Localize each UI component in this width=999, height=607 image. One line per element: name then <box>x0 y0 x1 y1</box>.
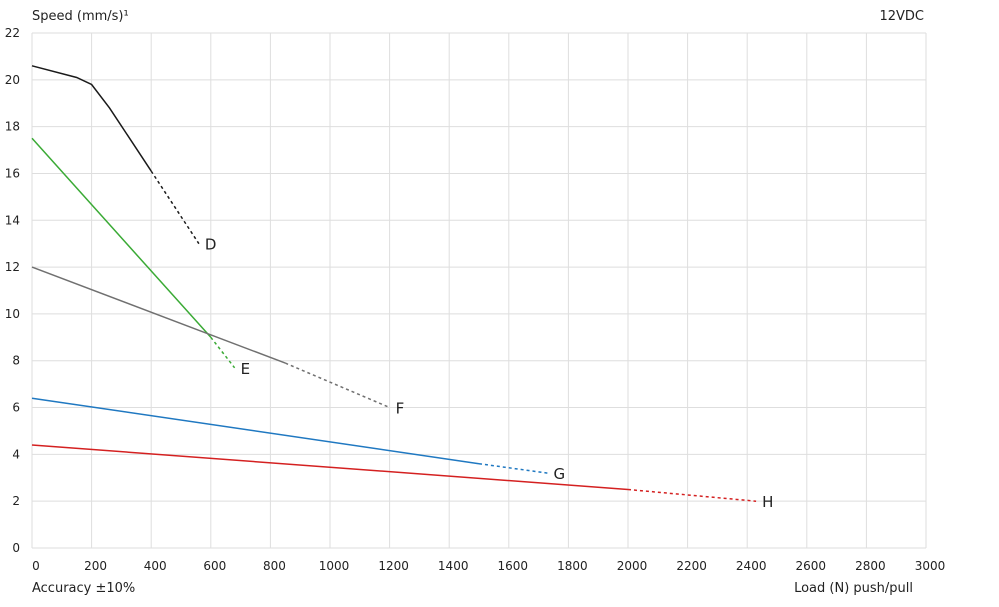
series-end-label: E <box>241 360 250 378</box>
y-tick-label: 18 <box>5 120 20 134</box>
y-tick-label: 10 <box>5 307 20 321</box>
corner-label: 12VDC <box>879 9 924 24</box>
x-tick-label: 2200 <box>676 559 707 573</box>
y-tick-label: 16 <box>5 166 20 180</box>
x-tick-label: 0 <box>32 559 40 573</box>
series-f: F <box>31 266 405 418</box>
series-g: G <box>31 397 566 483</box>
series-line-dashed <box>627 488 757 502</box>
accuracy-note: Accuracy ±10% <box>32 581 135 596</box>
y-tick-label: 8 <box>12 354 20 368</box>
x-tick-label: 3000 <box>915 559 946 573</box>
x-tick-label: 200 <box>84 559 107 573</box>
series-line-dashed <box>285 362 390 409</box>
x-tick-label: 2800 <box>855 559 886 573</box>
y-tick-label: 2 <box>12 494 20 508</box>
y-tick-label: 14 <box>5 213 20 227</box>
y-tick-label: 22 <box>5 26 20 40</box>
x-tick-label: 2600 <box>796 559 827 573</box>
series-line-dashed <box>150 170 200 245</box>
x-tick-label: 2000 <box>617 559 648 573</box>
series-line-solid <box>31 266 286 364</box>
x-tick-label: 1400 <box>438 559 469 573</box>
y-tick-label: 4 <box>12 447 20 461</box>
series-line-dashed <box>210 336 236 369</box>
series-line-dashed <box>478 462 548 474</box>
x-tick-label: 1800 <box>557 559 588 573</box>
x-tick-label: 600 <box>203 559 226 573</box>
x-tick-label: 1200 <box>378 559 409 573</box>
series-end-label: H <box>762 493 773 511</box>
x-tick-label: 1600 <box>498 559 529 573</box>
y-tick-label: 6 <box>12 401 20 415</box>
x-tick-label: 2400 <box>736 559 767 573</box>
y-tick-label: 12 <box>5 260 20 274</box>
series-e: E <box>31 137 250 378</box>
y-tick-label: 20 <box>5 73 20 87</box>
series-line-solid <box>31 137 212 338</box>
x-axis-title: Load (N) push/pull <box>794 581 913 596</box>
series-line-solid <box>31 397 480 465</box>
x-tick-label: 800 <box>263 559 286 573</box>
series-line-solid <box>31 65 152 172</box>
series-end-label: D <box>205 236 217 254</box>
series-line-solid <box>31 444 629 491</box>
series-d: D <box>31 65 217 254</box>
series-end-label: F <box>396 400 405 418</box>
series-end-label: G <box>554 465 566 483</box>
series-group: D E F G H <box>31 65 773 511</box>
x-tick-label: 400 <box>144 559 167 573</box>
tick-labels: 0 200 400 600 800 1000 1200 1400 1600 1800 2000 220… <box>5 26 946 573</box>
x-tick-label: 1000 <box>319 559 350 573</box>
grid <box>31 32 927 549</box>
series-h: H <box>31 444 773 511</box>
y-axis-title: Speed (mm/s)¹ <box>32 9 129 24</box>
y-tick-label: 0 <box>12 541 20 555</box>
